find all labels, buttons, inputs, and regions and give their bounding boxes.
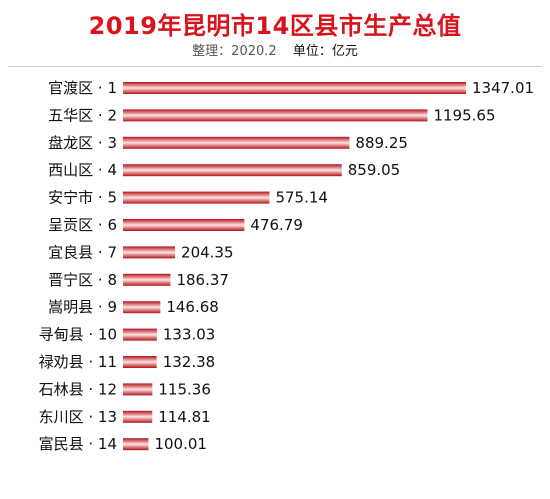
value-label: 1195.65 — [433, 106, 495, 124]
category-label: 嵩明县 · 9 — [48, 298, 117, 316]
category-label: 五华区 · 2 — [48, 106, 117, 124]
category-label: 西山区 · 4 — [48, 161, 117, 179]
value-label: 115.36 — [158, 380, 211, 398]
value-label: 575.14 — [275, 189, 328, 207]
bar — [123, 136, 350, 149]
bar — [123, 219, 245, 231]
bar — [123, 301, 161, 314]
category-label: 呈贡区 · 6 — [48, 216, 117, 234]
bar — [123, 109, 428, 122]
bar — [123, 356, 157, 368]
bar — [123, 82, 466, 94]
bar — [123, 164, 342, 177]
chart-title: 2019年昆明市14区县市生产总值 — [88, 12, 462, 40]
category-label: 富民县 · 14 — [39, 435, 117, 453]
category-label: 盘龙区 · 3 — [48, 134, 117, 152]
category-label: 安宁市 · 5 — [48, 189, 117, 207]
value-label: 204.35 — [181, 243, 234, 261]
bar — [123, 383, 153, 396]
bar — [123, 191, 270, 204]
bar — [123, 438, 149, 451]
category-label: 寻甸县 · 10 — [39, 326, 117, 344]
value-label: 146.68 — [166, 298, 219, 316]
value-label: 100.01 — [154, 435, 207, 453]
value-label: 476.79 — [250, 216, 303, 234]
value-label: 859.05 — [348, 161, 401, 179]
subtitle-unit: 单位：亿元 — [292, 44, 358, 59]
category-label: 禄劝县 · 11 — [39, 353, 117, 371]
title-divider — [8, 66, 542, 67]
value-label: 1347.01 — [472, 79, 534, 97]
value-label: 186.37 — [176, 271, 229, 289]
bar — [123, 410, 153, 423]
category-label: 晋宁区 · 8 — [48, 271, 117, 289]
category-label: 宜良县 · 7 — [48, 243, 117, 261]
category-label: 东川区 · 13 — [39, 408, 117, 426]
chart-subtitle: 整理：2020.2 单位：亿元 — [0, 40, 550, 59]
value-label: 133.03 — [163, 326, 216, 344]
bar — [123, 328, 157, 341]
subtitle-note: 整理：2020.2 — [192, 44, 277, 59]
bar — [123, 273, 171, 286]
value-label: 132.38 — [163, 353, 216, 371]
value-label: 889.25 — [355, 134, 408, 152]
category-label: 石林县 · 12 — [39, 380, 117, 398]
category-label: 官渡区 · 1 — [48, 79, 117, 97]
bar — [123, 246, 176, 259]
value-label: 114.81 — [158, 408, 211, 426]
